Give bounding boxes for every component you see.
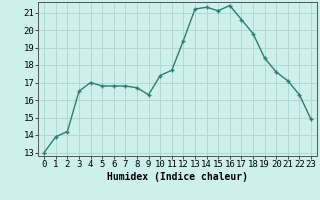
X-axis label: Humidex (Indice chaleur): Humidex (Indice chaleur): [107, 172, 248, 182]
